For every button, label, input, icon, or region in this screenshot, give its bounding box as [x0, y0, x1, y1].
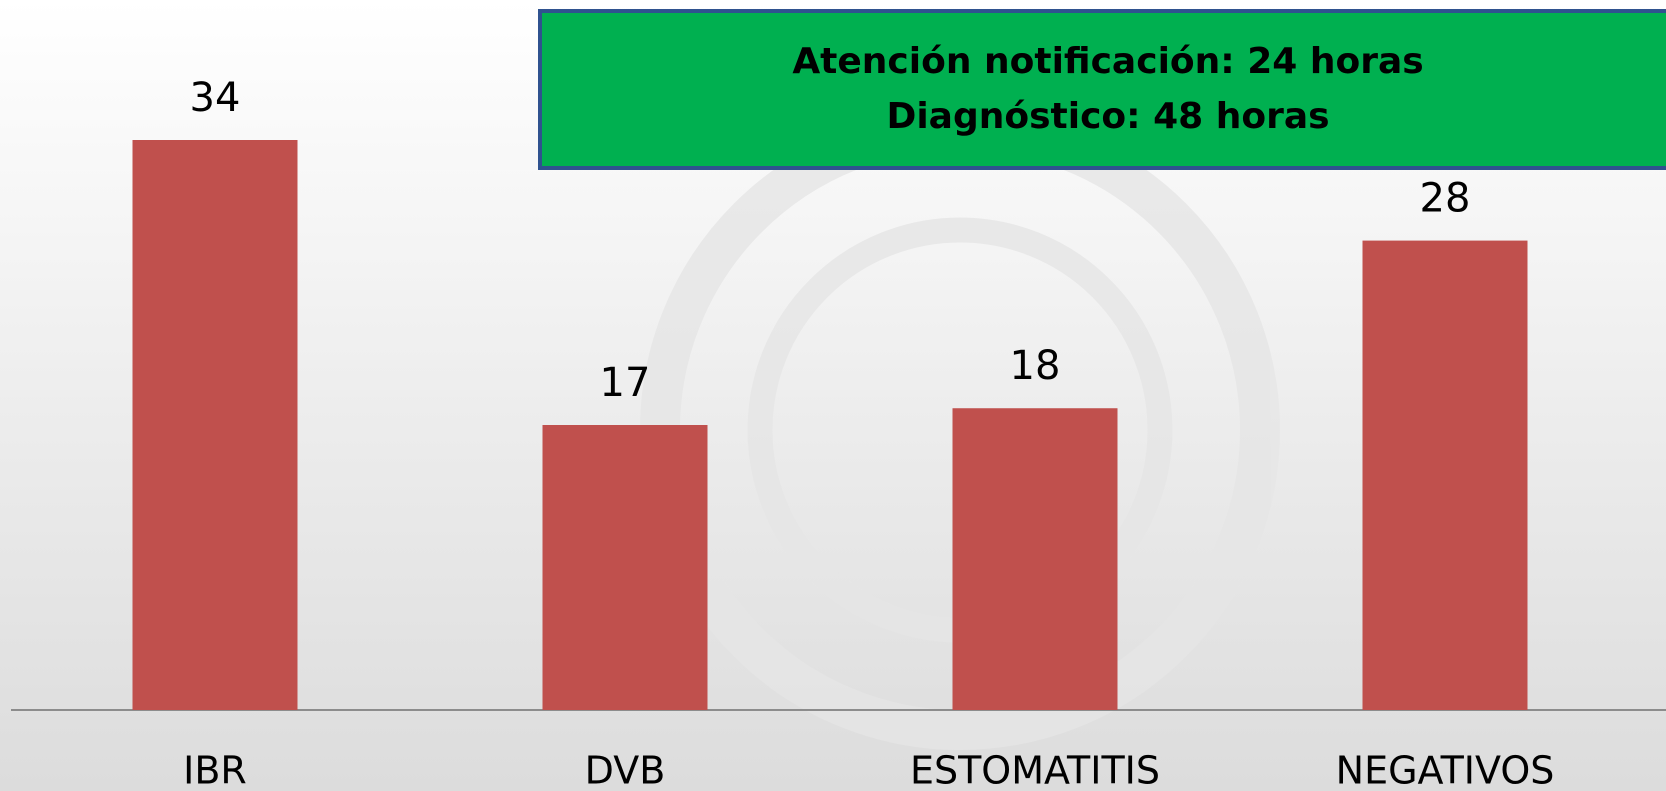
- value-label: 18: [1010, 343, 1061, 389]
- annotation-line: Diagnóstico: 48 horas: [886, 96, 1329, 137]
- bar: [1363, 241, 1528, 710]
- x-tick-label: IBR: [183, 749, 247, 791]
- bar: [543, 425, 708, 710]
- x-tick-label: ESTOMATITIS: [910, 749, 1160, 791]
- bar: [133, 140, 298, 710]
- annotation-box: [540, 11, 1666, 168]
- value-label: 34: [190, 75, 241, 121]
- value-label: 28: [1420, 176, 1471, 222]
- chart: Atención notificación: 24 horas Diagnóst…: [0, 0, 1666, 791]
- annotation-line: Atención notificación: 24 horas: [792, 41, 1423, 82]
- x-tick-label: DVB: [585, 749, 666, 791]
- bar: [953, 408, 1118, 710]
- x-tick-label: NEGATIVOS: [1336, 749, 1555, 791]
- value-label: 17: [600, 360, 651, 406]
